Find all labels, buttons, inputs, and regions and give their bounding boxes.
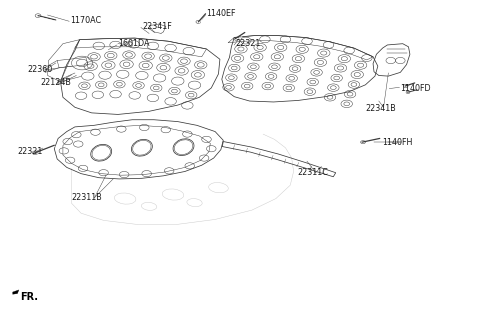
Text: 1170AC: 1170AC (70, 16, 101, 24)
Text: 1140FH: 1140FH (383, 138, 413, 147)
Text: 1140FD: 1140FD (400, 84, 431, 93)
Text: 22124B: 22124B (40, 78, 71, 87)
Text: 22341B: 22341B (365, 104, 396, 113)
Text: 22321: 22321 (235, 39, 261, 48)
Text: 22341F: 22341F (142, 22, 172, 31)
Text: 22360: 22360 (27, 65, 52, 74)
Text: 1601DA: 1601DA (118, 39, 149, 48)
Text: 1140EF: 1140EF (206, 9, 236, 18)
Text: 22311C: 22311C (298, 168, 328, 177)
Text: FR.: FR. (20, 292, 38, 302)
Polygon shape (12, 290, 19, 294)
Text: 22311B: 22311B (72, 193, 102, 202)
Text: 22321: 22321 (17, 147, 43, 156)
